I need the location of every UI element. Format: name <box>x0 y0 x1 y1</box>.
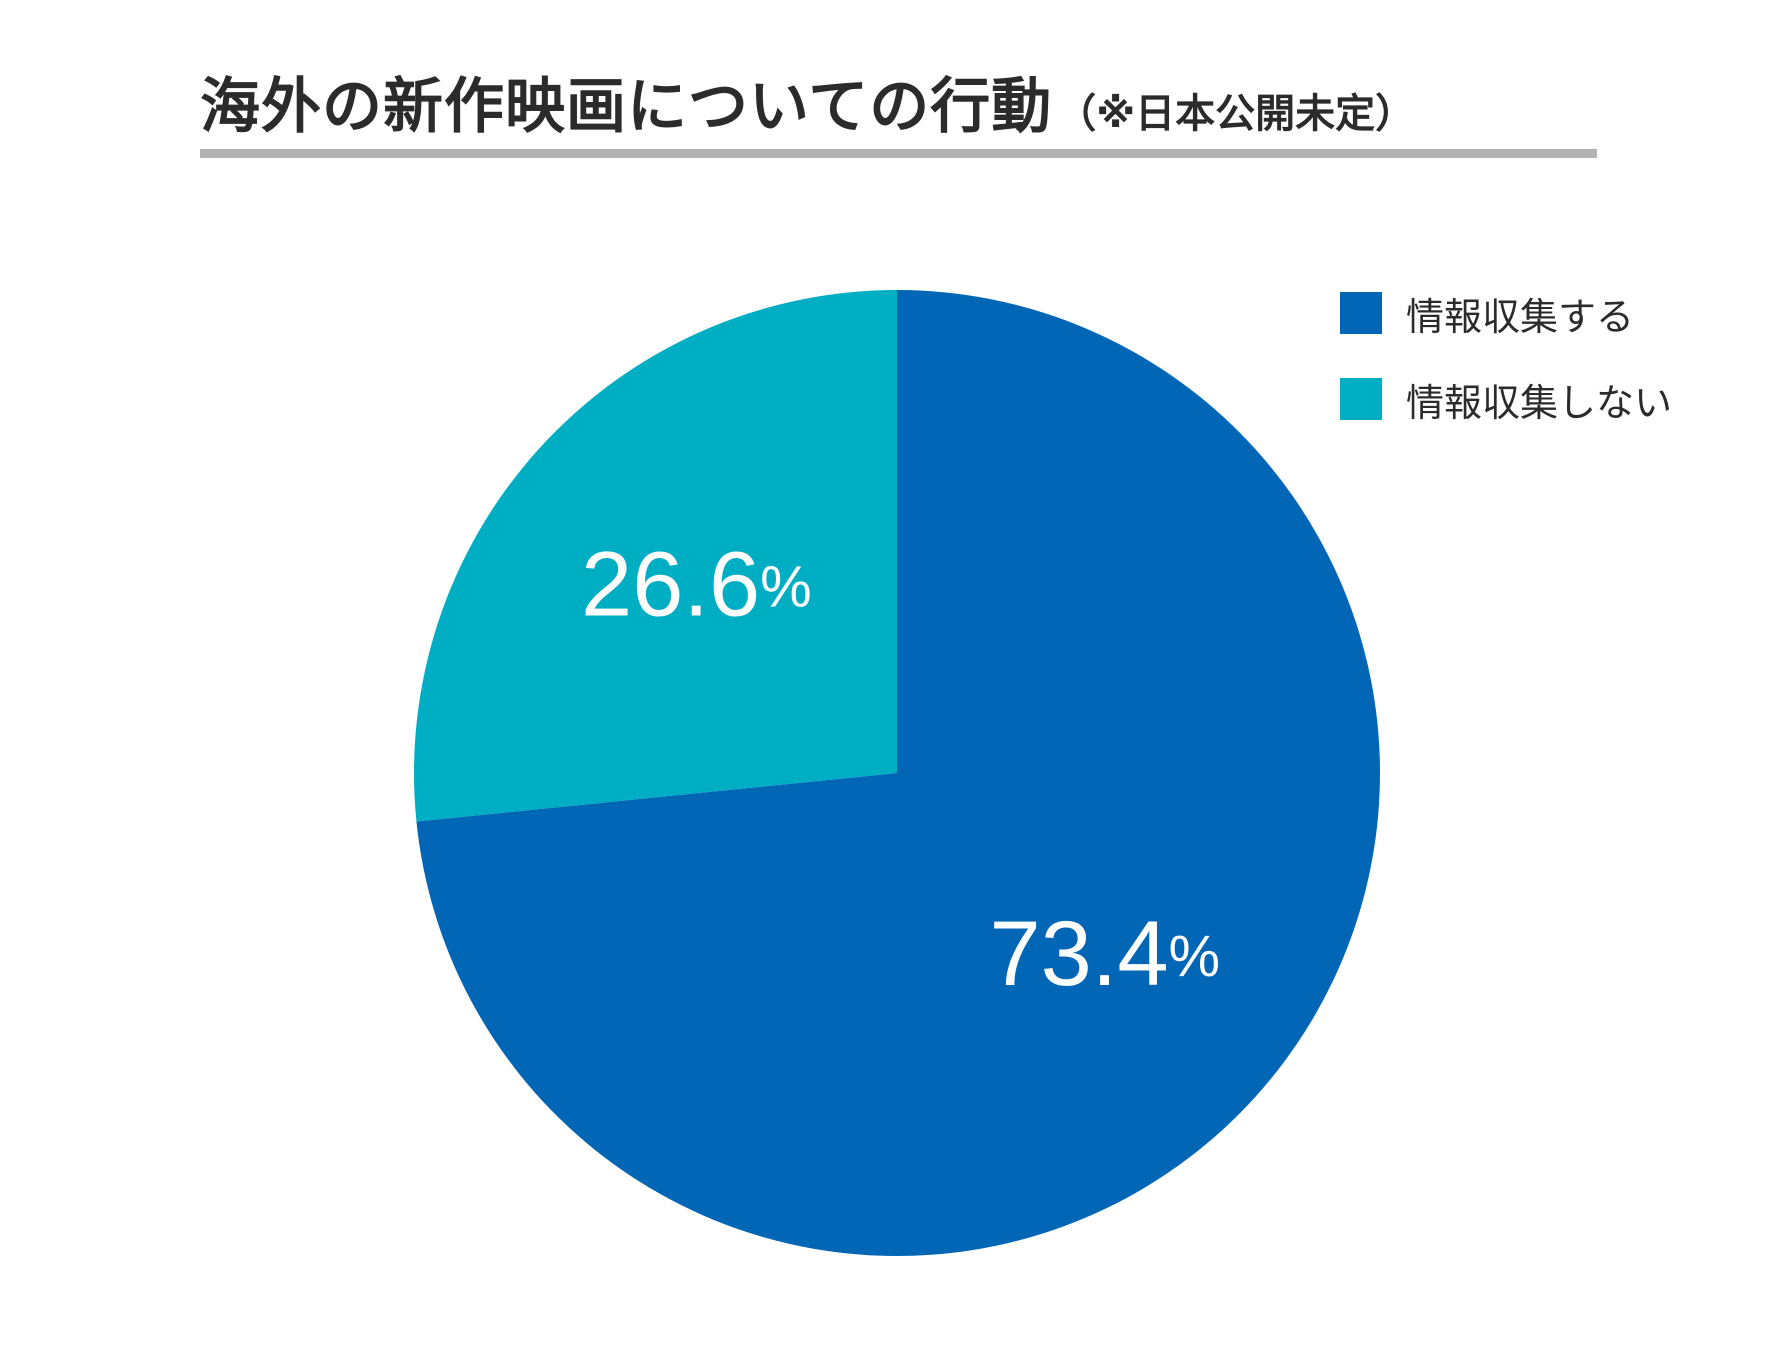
slice-label-1: 26.6% <box>581 534 812 636</box>
slice-value-0: 73.4 <box>989 903 1168 1005</box>
legend-label-0: 情報収集する <box>1406 294 1635 339</box>
legend-item-0: 情報収集する <box>1340 292 1672 339</box>
legend-item-1: 情報収集しない <box>1340 378 1672 425</box>
chart-title-subtitle: （※日本公開未定） <box>1056 91 1416 137</box>
pie-slices <box>414 290 1380 1256</box>
legend: 情報収集する 情報収集しない <box>1340 292 1672 464</box>
legend-swatch-0 <box>1340 292 1382 334</box>
chart-title-main: 海外の新作映画についての行動 <box>200 72 1053 142</box>
slice-label-0: 73.4% <box>989 903 1220 1005</box>
slice-unit-0: % <box>1169 924 1221 989</box>
legend-swatch-1 <box>1340 378 1382 420</box>
legend-label-1: 情報収集しない <box>1406 380 1673 425</box>
pie-slice-1 <box>414 290 897 822</box>
pie-slice-0 <box>416 290 1380 1256</box>
chart-title: 海外の新作映画についての行動 （※日本公開未定） <box>200 58 1600 145</box>
slice-value-1: 26.6 <box>581 534 760 636</box>
title-underline <box>200 149 1597 158</box>
slice-unit-1: % <box>760 555 812 620</box>
pie-labels: 73.4%26.6% <box>581 534 1220 1005</box>
